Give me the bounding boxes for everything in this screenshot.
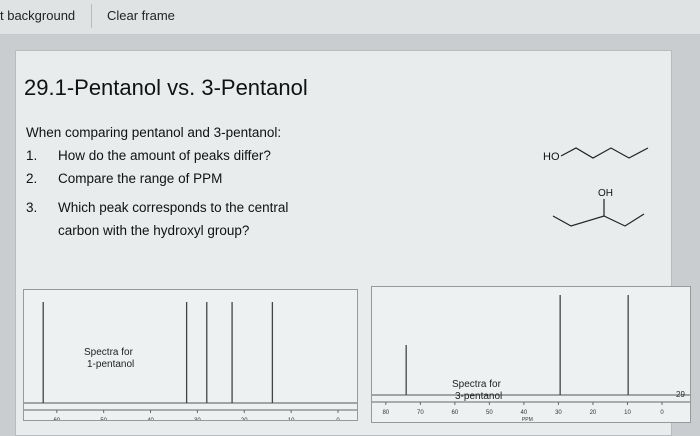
- slide-title: 29.1-Pentanol vs. 3-Pentanol: [24, 75, 308, 100]
- question-text: Compare the range of PPM: [58, 171, 223, 186]
- x-tick-label: 80: [382, 410, 389, 416]
- question-number: 2.: [26, 171, 38, 186]
- x-tick-label: 0: [336, 418, 340, 421]
- question-item: 2. Compare the range of PPM: [26, 167, 308, 190]
- hydroxyl-label: OH: [598, 188, 613, 199]
- x-tick-label: 60: [452, 410, 459, 416]
- x-tick-label: 40: [147, 418, 154, 421]
- slide: 29.1-Pentanol vs. 3-Pentanol When compar…: [15, 50, 691, 436]
- x-tick-label: 50: [100, 418, 107, 421]
- spectrum-title: Spectra for 3-pentanol: [452, 379, 502, 402]
- spectrum-3-pentanol: 80 70 60 50 40 30 20 10 0 PPM Spectra for 3-pentano…: [371, 286, 691, 423]
- question-number: 3.: [26, 200, 38, 215]
- x-tick-label: 40: [521, 410, 528, 416]
- x-tick-label: 0: [660, 410, 664, 416]
- x-axis-label: PPM: [522, 417, 533, 423]
- x-tick-label: 20: [241, 418, 248, 421]
- spectrum-title: Spectra for 1-pentanol: [84, 347, 134, 370]
- x-tick-label: 10: [624, 410, 631, 416]
- molecule-structures: HO OH: [543, 147, 649, 227]
- slide-body: When comparing pentanol and 3-pentanol: …: [26, 121, 308, 242]
- 3-pentanol-structure: OH: [552, 188, 645, 227]
- question-text: How do the amount of peaks differ?: [58, 148, 271, 163]
- x-tick-label: 50: [486, 410, 493, 416]
- hydroxyl-label: HO: [543, 151, 560, 163]
- 1-pentanol-structure: HO: [543, 147, 649, 163]
- question-number: 1.: [26, 148, 38, 163]
- intro-text: When comparing pentanol and 3-pentanol:: [26, 125, 282, 140]
- set-background-button[interactable]: t background: [0, 8, 76, 23]
- clear-frame-button[interactable]: Clear frame: [107, 8, 175, 23]
- toolbar-divider: [91, 4, 92, 28]
- toolbar: t background Clear frame: [0, 0, 700, 35]
- question-item: 3. Which peak corresponds to the central …: [26, 196, 308, 242]
- question-item: 1. How do the amount of peaks differ?: [26, 144, 308, 167]
- x-tick-label: 10: [288, 418, 295, 421]
- x-tick-label: 30: [194, 418, 201, 421]
- x-tick-label: 20: [590, 410, 597, 416]
- x-tick-label: 30: [555, 410, 562, 416]
- x-tick-label: 70: [417, 410, 424, 416]
- x-tick-label: 60: [53, 418, 60, 421]
- spectrum-annotation: 29: [676, 390, 685, 399]
- question-text: Which peak corresponds to the central ca…: [58, 200, 289, 238]
